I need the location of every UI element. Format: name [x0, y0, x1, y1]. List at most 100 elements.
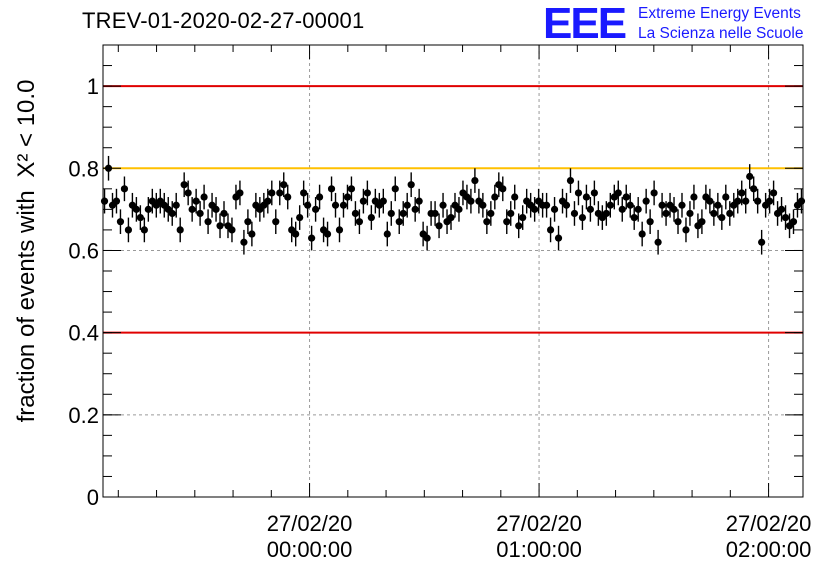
- point-marker: [546, 226, 555, 234]
- point-marker: [192, 197, 200, 205]
- point-marker: [296, 213, 304, 222]
- point-marker: [204, 218, 212, 226]
- data-point: [172, 192, 180, 218]
- data-point: [116, 209, 125, 235]
- data-point: [758, 229, 766, 255]
- data-point: [598, 205, 606, 230]
- data-point: [570, 201, 579, 226]
- data-point: [355, 209, 364, 235]
- point-marker: [331, 201, 340, 209]
- data-point: [200, 184, 208, 210]
- point-marker: [642, 197, 650, 205]
- point-marker: [455, 205, 463, 213]
- data-point: [248, 221, 256, 247]
- x-tick-date: 27/02/20: [726, 511, 812, 536]
- data-point: [152, 192, 160, 218]
- data-point: [363, 180, 371, 206]
- point-marker: [363, 189, 371, 197]
- data-point: [646, 209, 654, 235]
- point-marker: [343, 193, 352, 201]
- point-marker: [650, 189, 658, 197]
- point-marker: [658, 201, 666, 209]
- point-marker: [570, 209, 579, 218]
- point-marker: [686, 209, 694, 218]
- point-marker: [499, 185, 507, 193]
- y-tick-label: 0.8: [68, 156, 99, 181]
- point-marker: [228, 226, 236, 234]
- data-point: [662, 201, 670, 226]
- data-point: [252, 192, 260, 218]
- data-point: [276, 180, 284, 206]
- data-point: [411, 197, 419, 222]
- y-axis-label-text: fraction of events with: [13, 190, 40, 422]
- data-point: [196, 201, 204, 226]
- point-marker: [124, 226, 133, 234]
- point-marker: [769, 189, 778, 197]
- data-point: [590, 180, 598, 206]
- point-marker: [387, 209, 395, 218]
- point-marker: [746, 172, 754, 181]
- data-point: [327, 176, 336, 202]
- data-point: [268, 180, 276, 206]
- point-marker: [327, 185, 336, 193]
- point-marker: [507, 209, 515, 218]
- point-marker: [503, 218, 511, 226]
- y-tick-label: 0.2: [68, 403, 99, 428]
- data-point: [531, 197, 539, 222]
- point-marker: [726, 209, 734, 218]
- point-marker: [335, 226, 344, 234]
- point-marker: [435, 222, 443, 230]
- point-marker: [407, 181, 415, 189]
- data-point: [586, 197, 594, 222]
- point-marker: [132, 205, 140, 213]
- point-marker: [777, 205, 786, 213]
- point-marker: [566, 177, 575, 185]
- point-marker: [738, 189, 746, 197]
- data-point: [634, 197, 642, 222]
- data-point: [491, 184, 499, 210]
- point-marker: [304, 201, 312, 209]
- data-point: [702, 184, 710, 210]
- y-tick-label: 0.4: [68, 321, 99, 346]
- data-point: [300, 180, 308, 206]
- point-marker: [347, 185, 356, 193]
- point-marker: [562, 201, 571, 209]
- point-marker: [734, 197, 742, 205]
- data-point: [423, 225, 431, 251]
- point-marker: [391, 185, 399, 193]
- point-marker: [662, 209, 670, 218]
- data-point: [407, 172, 415, 198]
- point-marker: [300, 189, 308, 197]
- point-marker: [172, 201, 180, 209]
- data-point: [403, 192, 411, 218]
- point-marker: [423, 234, 431, 242]
- data-point: [224, 213, 232, 239]
- data-point: [387, 201, 395, 226]
- point-marker: [487, 209, 495, 218]
- data-point: [718, 205, 726, 230]
- point-marker: [264, 197, 272, 205]
- y-tick-label: 0: [87, 485, 99, 510]
- point-marker: [276, 189, 284, 197]
- point-marker: [415, 197, 423, 205]
- data-point: [156, 188, 164, 214]
- data-point: [678, 192, 686, 218]
- data-point: [164, 197, 172, 222]
- data-point: [606, 192, 614, 218]
- point-marker: [323, 230, 332, 238]
- point-marker: [574, 189, 583, 197]
- data-point: [793, 192, 802, 218]
- data-point: [582, 184, 591, 210]
- point-marker: [212, 205, 220, 213]
- point-marker: [678, 201, 686, 209]
- data-point: [674, 209, 682, 235]
- data-point: [312, 197, 320, 222]
- data-point: [192, 188, 200, 214]
- data-point: [550, 197, 559, 222]
- y-tick-labels: 0 0.2 0.4 0.6 0.8 1: [68, 74, 99, 510]
- point-marker: [312, 205, 320, 213]
- point-marker: [706, 197, 714, 205]
- data-point: [546, 217, 555, 243]
- data-point: [296, 205, 304, 230]
- data-point: [399, 201, 407, 226]
